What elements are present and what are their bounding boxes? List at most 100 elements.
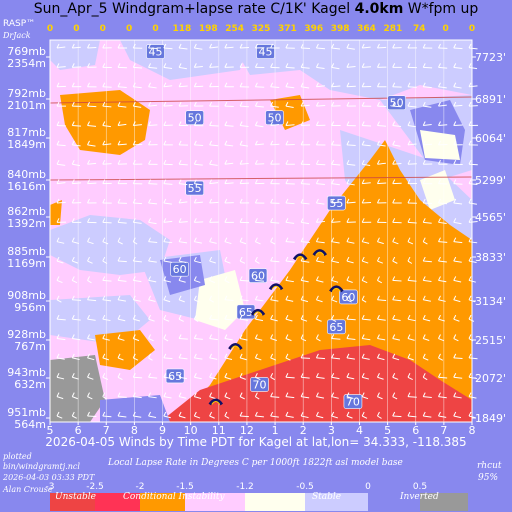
wind-barb xyxy=(102,256,108,264)
wind-barb xyxy=(300,198,310,205)
wind-barb xyxy=(148,411,157,418)
wind-barb xyxy=(163,411,171,419)
wind-barb xyxy=(422,373,428,381)
svg-text:65: 65 xyxy=(168,370,182,383)
x-tick-label: 1 xyxy=(271,424,279,437)
rasp-author: DrJack xyxy=(3,31,31,40)
wind-barb xyxy=(132,256,142,263)
wind-barb xyxy=(300,43,310,50)
wind-barb xyxy=(163,237,173,244)
wind-barb xyxy=(148,392,157,399)
wind-barb xyxy=(407,43,417,49)
wind-barb xyxy=(239,63,250,68)
wind-barb xyxy=(56,334,66,341)
wind-barb xyxy=(468,121,478,126)
wind-barb xyxy=(300,334,307,342)
colorbar-tick: -2.5 xyxy=(86,482,104,492)
wind-barb xyxy=(87,159,97,165)
wind-barb xyxy=(209,276,216,284)
wind-barb xyxy=(315,121,326,126)
wind-barb xyxy=(117,121,127,126)
wind-barb xyxy=(56,121,66,127)
wind-barb xyxy=(224,392,231,400)
wind-barb xyxy=(117,43,128,49)
wind-barb xyxy=(422,43,433,49)
mix-marker xyxy=(250,308,266,316)
wind-barb xyxy=(315,334,321,342)
wind-barb xyxy=(392,63,402,68)
wind-barb xyxy=(453,121,463,126)
wind-barb xyxy=(392,218,402,224)
rh-contour-label: 70 xyxy=(343,394,363,409)
wind-barb xyxy=(87,82,97,88)
wind-barb xyxy=(163,82,173,88)
wind-barb xyxy=(163,218,173,223)
wind-barb xyxy=(270,256,280,263)
wind-barb xyxy=(209,140,219,147)
wind-barb xyxy=(239,392,245,400)
wind-barb xyxy=(407,353,414,361)
wind-barb xyxy=(254,295,264,302)
wind-barb xyxy=(71,411,77,419)
wind-barb xyxy=(346,411,353,419)
wind-barb xyxy=(148,140,158,146)
wind-barb xyxy=(117,63,127,69)
wind-barb xyxy=(56,218,66,223)
wind-barb xyxy=(117,179,128,185)
wind-barb xyxy=(407,256,413,264)
colorbar-swatch xyxy=(50,493,95,511)
wind-barb xyxy=(224,63,234,68)
wind-barb xyxy=(438,314,445,322)
wind-barb xyxy=(87,43,97,49)
wind-barb xyxy=(254,314,264,322)
wind-barb xyxy=(193,159,203,166)
wind-barb xyxy=(285,121,295,126)
mix-marker-inner xyxy=(230,345,240,350)
wind-barb xyxy=(209,218,219,223)
wind-barb xyxy=(300,295,309,303)
rh-contour-label: 65 xyxy=(236,304,256,320)
wind-barb xyxy=(270,179,280,185)
wind-barb xyxy=(224,159,234,165)
wind-barb xyxy=(453,82,462,89)
wstar-value: 0 xyxy=(468,24,476,34)
wind-barb xyxy=(163,353,173,360)
wind-barb xyxy=(453,256,462,263)
wind-barb xyxy=(300,373,310,379)
wind-barb xyxy=(163,121,173,126)
wind-barb xyxy=(407,392,417,398)
wind-barb xyxy=(438,392,447,399)
wind-barb xyxy=(87,392,93,400)
wind-barb xyxy=(300,218,310,225)
axis-ticks xyxy=(46,56,476,425)
wind-barb xyxy=(468,140,478,146)
wind-barb xyxy=(346,43,355,50)
wind-barb xyxy=(71,43,81,49)
wind-barb xyxy=(438,373,448,379)
wind-barb xyxy=(163,334,169,342)
svg-text:50: 50 xyxy=(188,112,202,125)
mix-marker-inner xyxy=(315,251,325,256)
wind-barb xyxy=(270,140,280,146)
wind-barb xyxy=(468,159,478,166)
rh-contour-label: 70 xyxy=(250,377,269,392)
wind-barb xyxy=(315,218,325,223)
wind-barb xyxy=(254,179,265,185)
svg-text:60: 60 xyxy=(173,263,187,276)
wind-barb xyxy=(407,218,417,224)
wstar-value: 0 xyxy=(73,24,80,34)
wind-barb xyxy=(239,295,249,302)
wind-barb xyxy=(376,314,386,321)
wind-barb xyxy=(117,159,127,165)
wind-barb xyxy=(209,101,219,107)
wind-barb xyxy=(71,218,82,223)
wind-barb xyxy=(422,237,428,245)
wind-barb xyxy=(56,276,63,284)
wstar-value: 371 xyxy=(277,24,297,34)
colorbar-category: Unstable xyxy=(55,492,96,502)
wind-barb xyxy=(331,295,338,303)
wind-barb xyxy=(300,353,310,359)
wind-barb xyxy=(239,334,248,341)
pressure-label: 943mb xyxy=(7,366,46,379)
pressure-label: 769mb xyxy=(7,45,46,58)
